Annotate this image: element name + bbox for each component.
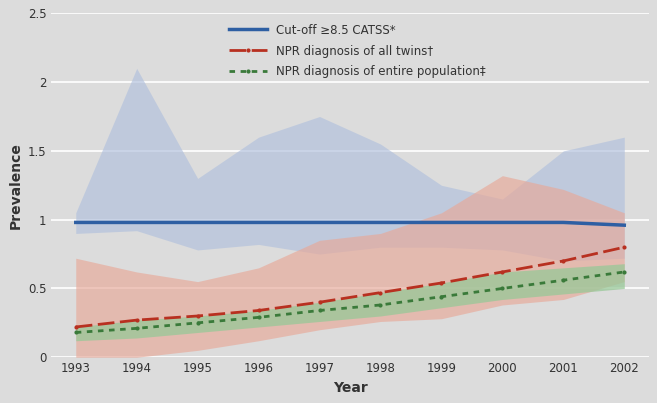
Y-axis label: Prevalence: Prevalence xyxy=(9,142,22,229)
Legend: Cut-off ≥8.5 CATSS*, NPR diagnosis of all twins†, NPR diagnosis of entire popula: Cut-off ≥8.5 CATSS*, NPR diagnosis of al… xyxy=(225,19,491,83)
X-axis label: Year: Year xyxy=(332,381,367,395)
